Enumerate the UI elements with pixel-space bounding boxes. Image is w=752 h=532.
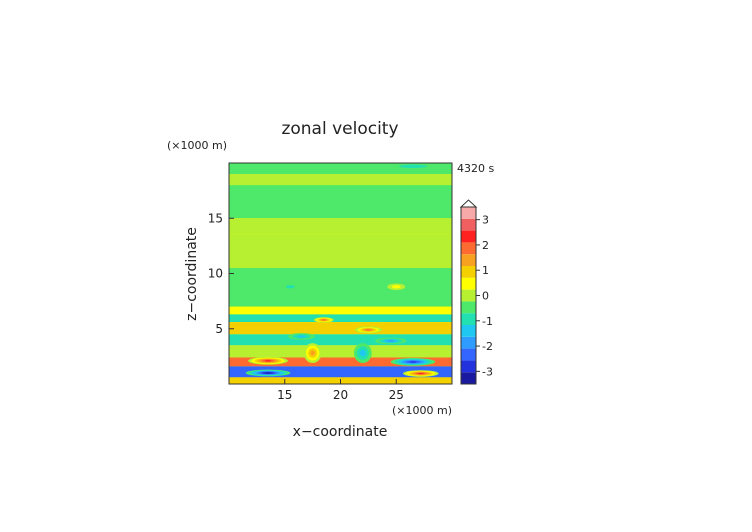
x-tick-label-0: 15 <box>277 388 292 402</box>
colorbar-tick-label-1: -2 <box>482 340 493 353</box>
colorbar-segment-4 <box>461 325 476 337</box>
features-layer <box>245 163 441 377</box>
x-tick-label-1: 20 <box>333 388 348 402</box>
contour-band-1 <box>229 174 452 186</box>
contour-level <box>285 285 295 289</box>
chart-title: zonal velocity <box>281 119 398 139</box>
colorbar-segment-10 <box>461 254 476 266</box>
contour-level <box>297 335 306 338</box>
colorbar-tick-label-0: -3 <box>482 365 493 378</box>
contour-feature-6 <box>288 333 315 340</box>
contour-band-2 <box>229 185 452 219</box>
colorbar-segment-0 <box>461 372 476 384</box>
contour-level <box>321 319 326 321</box>
colorbar-segment-1 <box>461 360 476 373</box>
colorbar-segment-12 <box>461 230 476 243</box>
colorbar-tick-label-3: 0 <box>482 290 489 303</box>
colorbar-segment-3 <box>461 336 476 349</box>
y-axis: 5 10 15 <box>208 211 234 336</box>
x-axis-label: x−coordinate <box>293 424 388 440</box>
colorbar-segment-7 <box>461 289 476 302</box>
contour-feature-7 <box>375 337 407 345</box>
colorbar-extend-arrow <box>459 199 478 208</box>
contour-level <box>409 361 417 363</box>
contour-band-4 <box>229 234 452 268</box>
x-axis: 15 20 25 <box>277 379 404 402</box>
contour-band-8 <box>229 322 452 335</box>
contour-level <box>310 350 315 356</box>
contour-feature-12 <box>385 163 441 170</box>
contour-level <box>359 349 366 357</box>
contour-band-7 <box>229 314 452 323</box>
colorbar-segment-6 <box>461 301 476 314</box>
contour-band-12 <box>229 366 452 378</box>
colorbar-segment-14 <box>461 207 476 219</box>
time-label: 4320 s <box>457 162 494 175</box>
contour-level <box>264 360 272 362</box>
y-tick-label-0: 5 <box>215 322 223 336</box>
contour-feature-3 <box>390 358 436 366</box>
contour-feature-1 <box>402 370 439 377</box>
colorbar-segment-11 <box>461 242 476 255</box>
bands-layer <box>229 163 452 384</box>
colorbar-tick-label-2: -1 <box>482 315 493 328</box>
contour-band-0 <box>229 163 452 175</box>
contour-level <box>365 329 372 331</box>
x-tick-label-2: 25 <box>389 388 404 402</box>
contour-feature-8 <box>281 283 300 291</box>
colorbar-segment-9 <box>461 266 476 278</box>
contour-band-5 <box>229 267 452 307</box>
colorbar-segment-2 <box>461 348 476 361</box>
contour-level <box>386 340 395 342</box>
colorbar-segment-13 <box>461 218 476 231</box>
contour-feature-9 <box>387 283 406 291</box>
contour-band-9 <box>229 334 452 346</box>
y-unit-label: (×1000 m) <box>167 139 227 152</box>
colorbar-segment-8 <box>461 277 476 290</box>
colorbar-tick-label-4: 1 <box>482 264 489 277</box>
contour-level <box>264 372 272 374</box>
contour-band-10 <box>229 345 452 358</box>
contour-band-11 <box>229 357 452 367</box>
colorbar: -3 -2 -1 0 1 2 3 <box>459 199 493 385</box>
contour-feature-4 <box>313 317 334 323</box>
colorbar-tick-label-6: 3 <box>482 214 489 227</box>
plot-area <box>229 163 452 384</box>
contour-level <box>417 372 424 375</box>
colorbar-tick-label-5: 2 <box>482 239 489 252</box>
contour-feature-0 <box>247 356 289 365</box>
contour-level <box>399 164 427 168</box>
contour-feature-2 <box>245 369 291 377</box>
colorbar-segment-5 <box>461 313 476 325</box>
contour-feature-10 <box>303 343 322 364</box>
contour-level <box>391 285 401 289</box>
contour-feature-5 <box>354 326 382 334</box>
contour-band-3 <box>229 218 452 235</box>
x-unit-label: (×1000 m) <box>392 404 452 417</box>
y-tick-label-1: 10 <box>208 267 223 281</box>
contour-feature-11 <box>353 343 372 364</box>
y-tick-label-2: 15 <box>208 211 223 225</box>
y-axis-label: z−coordinate <box>184 227 200 321</box>
contour-band-6 <box>229 306 452 315</box>
